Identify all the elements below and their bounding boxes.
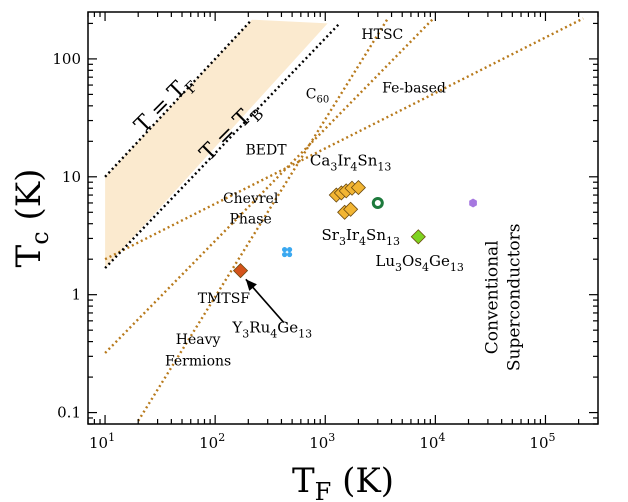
shaded-band <box>105 19 328 269</box>
annotation-text: Chevrel <box>223 191 279 207</box>
annotation-label: Fermions <box>165 354 231 370</box>
compound-label-part: Lu <box>375 252 395 270</box>
y-axis-label: Tc (K) <box>9 169 54 268</box>
vertical-annotation-line: Superconductors <box>504 223 524 371</box>
annotation-label: HTSC <box>361 27 403 43</box>
annotation-sub: 60 <box>316 95 329 106</box>
lines-layer <box>104 17 584 422</box>
compound-label-part: Sr <box>321 226 339 244</box>
x-tick-label-base: 10 <box>199 434 218 452</box>
compound-label-part: Ir <box>346 226 360 244</box>
compound-label-part: Ge <box>429 252 450 270</box>
data-point-point-purple <box>468 197 478 209</box>
data-point-sr3ir4sn13 <box>343 201 359 217</box>
annotation-text: Phase <box>230 212 272 228</box>
y-axis-label-unit: (K) <box>9 169 49 232</box>
compound-label-sub: 13 <box>450 261 464 274</box>
annotation-text: Heavy <box>176 332 221 348</box>
data-point-point-green-ring <box>371 196 384 209</box>
y-axis-label-sub: c <box>26 231 54 244</box>
compound-label-sub: 4 <box>270 327 277 340</box>
x-axis-label-main: T <box>292 461 315 501</box>
x-tick-label: 103 <box>309 431 335 452</box>
compound-label: Lu3Os4Ge13 <box>375 252 463 274</box>
compound-label: Ca3Ir4Sn13 <box>310 151 391 173</box>
annotations-layer: T = TFT = TBHTSCC60Fe-basedBEDTChevrelPh… <box>130 27 524 371</box>
bound-line-tb <box>104 22 341 269</box>
compound-label-sub: 13 <box>386 235 400 248</box>
compound-label-sub: 4 <box>422 261 429 274</box>
guide-line-middle <box>104 17 435 354</box>
x-tick-label-base: 10 <box>89 434 108 452</box>
compound-label-sub: 4 <box>359 235 366 248</box>
compound-label-part: Ge <box>277 318 298 336</box>
data-point-point-blue <box>281 246 293 258</box>
x-tick-label: 102 <box>199 431 225 452</box>
data-point-lu3os4ge13 <box>410 229 426 245</box>
compound-label-part: Ir <box>337 151 351 169</box>
x-tick-label: 101 <box>89 431 115 452</box>
annotation-text: Fermions <box>165 354 231 370</box>
band-layer <box>105 19 328 269</box>
compound-label-part: Ca <box>310 151 330 169</box>
plot-frame <box>87 11 599 425</box>
compound-label-sub: 4 <box>350 160 357 173</box>
x-axis-label: TF (K) <box>292 461 394 502</box>
compound-label-part: Sn <box>357 151 377 169</box>
y-tick-label: 1 <box>71 286 81 304</box>
annotation-label: Chevrel <box>223 191 279 207</box>
compound-label-sub: 13 <box>298 327 312 340</box>
compound-label-part: Ru <box>249 318 270 336</box>
y-tick-label: 10 <box>62 168 81 186</box>
compound-label-sub: 3 <box>339 235 346 248</box>
compound-label-sub: 13 <box>377 160 391 173</box>
y-tick-label: 0.1 <box>57 404 81 422</box>
annotation-text: C <box>306 87 317 103</box>
data-point-y3ru4ge13 <box>232 263 249 279</box>
x-axis-label-unit: (K) <box>331 461 394 501</box>
x-tick-label: 105 <box>529 431 555 452</box>
x-tick-label-exp: 1 <box>108 431 115 444</box>
x-tick-label-base: 10 <box>529 434 548 452</box>
guide-line-upper <box>104 17 584 261</box>
annotation-label: C60 <box>306 87 329 106</box>
annotation-label: Heavy <box>176 332 221 348</box>
x-axis-label-sub: F <box>315 478 332 502</box>
annotation-text: HTSC <box>361 27 403 43</box>
x-tick-label: 104 <box>419 431 445 452</box>
annotation-label: BEDT <box>246 142 288 158</box>
vertical-annotation-line: Conventional <box>482 240 502 354</box>
x-tick-label-exp: 4 <box>438 431 445 444</box>
annotation-label: Phase <box>230 212 272 228</box>
compound-label: Y3Ru4Ge13 <box>231 318 312 340</box>
compound-label-part: Y <box>231 318 243 336</box>
x-tick-label-base: 10 <box>419 434 438 452</box>
x-tick-label-exp: 5 <box>549 431 556 444</box>
data-point-ca3ir4sn13 <box>350 180 366 196</box>
annotation-text: Fe-based <box>382 80 446 96</box>
compound-label-sub: 3 <box>395 261 402 274</box>
annotation-text: BEDT <box>246 142 288 158</box>
axes-frame-layer <box>87 11 599 425</box>
x-tick-label-exp: 3 <box>328 431 335 444</box>
compound-label-part: Sn <box>366 226 386 244</box>
arrow-head <box>245 279 257 291</box>
annotation-label: Fe-based <box>382 80 446 96</box>
guide-line-lower <box>137 17 389 422</box>
x-tick-label-exp: 2 <box>218 431 225 444</box>
points-layer <box>232 180 478 279</box>
annotation-label: TMTSF <box>198 291 251 307</box>
compound-label-part: Os <box>402 252 422 270</box>
bound-line-tf <box>104 18 253 178</box>
compound-label: Sr3Ir4Sn13 <box>321 226 400 248</box>
y-axis-label-main: T <box>9 244 49 267</box>
x-tick-label-base: 10 <box>309 434 328 452</box>
compound-label-sub: 3 <box>242 327 249 340</box>
compound-label-sub: 3 <box>330 160 337 173</box>
annotation-text: TMTSF <box>198 291 251 307</box>
y-tick-label: 100 <box>52 50 81 68</box>
